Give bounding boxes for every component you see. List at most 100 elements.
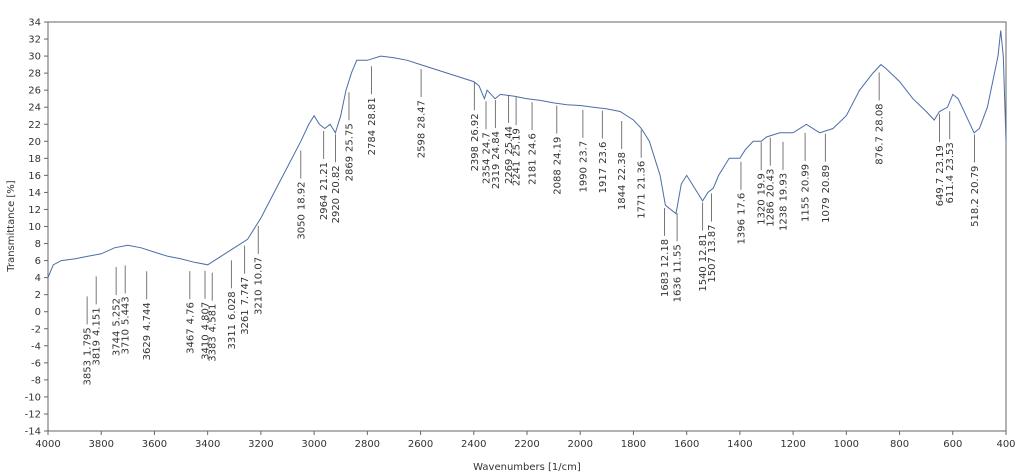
peak-label: 3629 4.744: [142, 302, 153, 360]
peak-transmittance: 13.87: [707, 225, 718, 254]
peak-wavenumber: 1990: [578, 167, 589, 192]
peak-transmittance: 4.744: [142, 302, 153, 331]
x-tick-label: 1200: [780, 439, 805, 450]
y-tick-label: -6: [31, 358, 41, 369]
peak-label: 3467 4.76: [185, 302, 196, 354]
peak-transmittance: 23.53: [945, 142, 956, 171]
peak-transmittance: 12.81: [698, 234, 709, 263]
x-tick-label: 1600: [674, 439, 699, 450]
peak-label: 3050 18.92: [296, 181, 307, 239]
peak-label: 1917 23.6: [598, 142, 609, 194]
peak-wavenumber: 1238: [778, 206, 789, 231]
peak-transmittance: 21.36: [637, 161, 648, 190]
y-tick-label: -4: [31, 341, 41, 352]
y-tick-label: 32: [28, 35, 41, 46]
x-tick-label: 600: [943, 439, 962, 450]
peak-wavenumber: 3410: [201, 334, 212, 359]
peak-wavenumber: 3261: [240, 309, 251, 334]
peak-wavenumber: 3467: [185, 328, 196, 353]
x-tick-label: 1000: [834, 439, 859, 450]
peak-transmittance: 10.07: [254, 257, 265, 286]
peak-label: 1079 20.89: [821, 165, 832, 223]
y-tick-label: 20: [28, 137, 41, 148]
peak-wavenumber: 1771: [637, 193, 648, 218]
peak-label: 2319 24.84: [491, 131, 502, 189]
peak-transmittance: 25.19: [512, 128, 523, 157]
peak-transmittance: 5.443: [121, 296, 132, 325]
peak-label: 1844 22.38: [617, 152, 628, 210]
peak-label: 1155 20.99: [801, 164, 812, 222]
peak-transmittance: 28.08: [875, 103, 886, 132]
peak-wavenumber: 1079: [821, 197, 832, 222]
peak-wavenumber: 2181: [528, 159, 539, 184]
x-tick-label: 2200: [514, 439, 539, 450]
peak-wavenumber: 2269: [504, 159, 515, 184]
x-tick-label: 3200: [248, 439, 273, 450]
peak-label: 1636 11.55: [673, 244, 684, 302]
y-tick-label: -14: [25, 427, 41, 438]
peak-transmittance: 5.252: [112, 298, 123, 327]
x-tick-label: 400: [996, 439, 1015, 450]
peak-transmittance: 20.99: [801, 164, 812, 193]
peak-wavenumber: 3311: [227, 324, 238, 349]
peak-transmittance: 28.47: [417, 100, 428, 129]
spectrum-line: [47, 30, 1007, 278]
peak-transmittance: 12.18: [660, 239, 671, 268]
peak-wavenumber: 2088: [552, 169, 563, 194]
y-tick-label: 24: [28, 103, 41, 114]
x-tick-label: 3400: [195, 439, 220, 450]
y-tick-label: 22: [28, 120, 41, 131]
x-tick-label: 3000: [301, 439, 326, 450]
peak-wavenumber: 611.4: [945, 175, 956, 204]
x-tick-label: 2000: [567, 439, 592, 450]
peak-label: 3853 1.795: [83, 327, 94, 385]
peak-label: 2398 26.92: [470, 113, 481, 171]
peak-label: 3210 10.07: [254, 257, 265, 315]
peak-wavenumber: 1396: [736, 219, 747, 244]
peak-transmittance: 25.44: [504, 126, 515, 155]
peak-transmittance: 25.75: [344, 123, 355, 152]
peak-transmittance: 23.6: [598, 142, 609, 164]
peak-transmittance: 23.19: [935, 145, 946, 174]
y-tick-label: 2: [35, 290, 41, 301]
peak-wavenumber: 1507: [707, 257, 718, 282]
peak-transmittance: 20.79: [970, 166, 981, 195]
peak-label: 2869 25.75: [344, 123, 355, 181]
peak-wavenumber: 3744: [112, 331, 123, 356]
peak-label: 1771 21.36: [637, 161, 648, 219]
peak-transmittance: 20.82: [331, 165, 342, 194]
peak-label: 2598 28.47: [417, 100, 428, 158]
x-tick-label: 2800: [355, 439, 380, 450]
peak-label: 2964 21.21: [319, 162, 330, 220]
peak-label: 3819 4.151: [92, 307, 103, 365]
peak-transmittance: 20.43: [766, 169, 777, 198]
x-tick-label: 1800: [621, 439, 646, 450]
peak-label: 2269 25.44: [504, 126, 515, 184]
peak-transmittance: 7.747: [240, 277, 251, 306]
peak-wavenumber: 2319: [491, 164, 502, 189]
y-tick-label: -10: [25, 392, 41, 403]
peak-wavenumber: 3819: [92, 340, 103, 365]
peak-transmittance: 19.93: [778, 173, 789, 202]
peak-wavenumber: 1540: [698, 266, 709, 291]
peak-label: 1540 12.81: [698, 234, 709, 292]
peak-transmittance: 6.028: [227, 291, 238, 320]
peak-transmittance: 24.6: [528, 133, 539, 155]
peak-label: 2181 24.6: [528, 133, 539, 185]
peak-label: 1683 12.18: [660, 239, 671, 297]
peak-wavenumber: 649.7: [935, 178, 946, 207]
y-tick-label: 8: [35, 239, 41, 250]
peak-wavenumber: 3383: [208, 336, 219, 361]
peak-transmittance: 23.7: [578, 141, 589, 163]
peak-label: 649.7 23.19: [935, 145, 946, 206]
peak-label: 3261 7.747: [240, 277, 251, 335]
y-tick-label: 16: [28, 171, 41, 182]
peak-wavenumber: 1286: [766, 201, 777, 226]
peak-label: 2354 24.7: [482, 132, 493, 184]
peak-label: 3383 4.581: [208, 304, 219, 362]
peak-transmittance: 4.76: [185, 302, 196, 324]
peak-label: 518.2 20.79: [970, 166, 981, 227]
y-tick-label: 28: [28, 69, 41, 80]
peak-wavenumber: 3710: [121, 329, 132, 354]
